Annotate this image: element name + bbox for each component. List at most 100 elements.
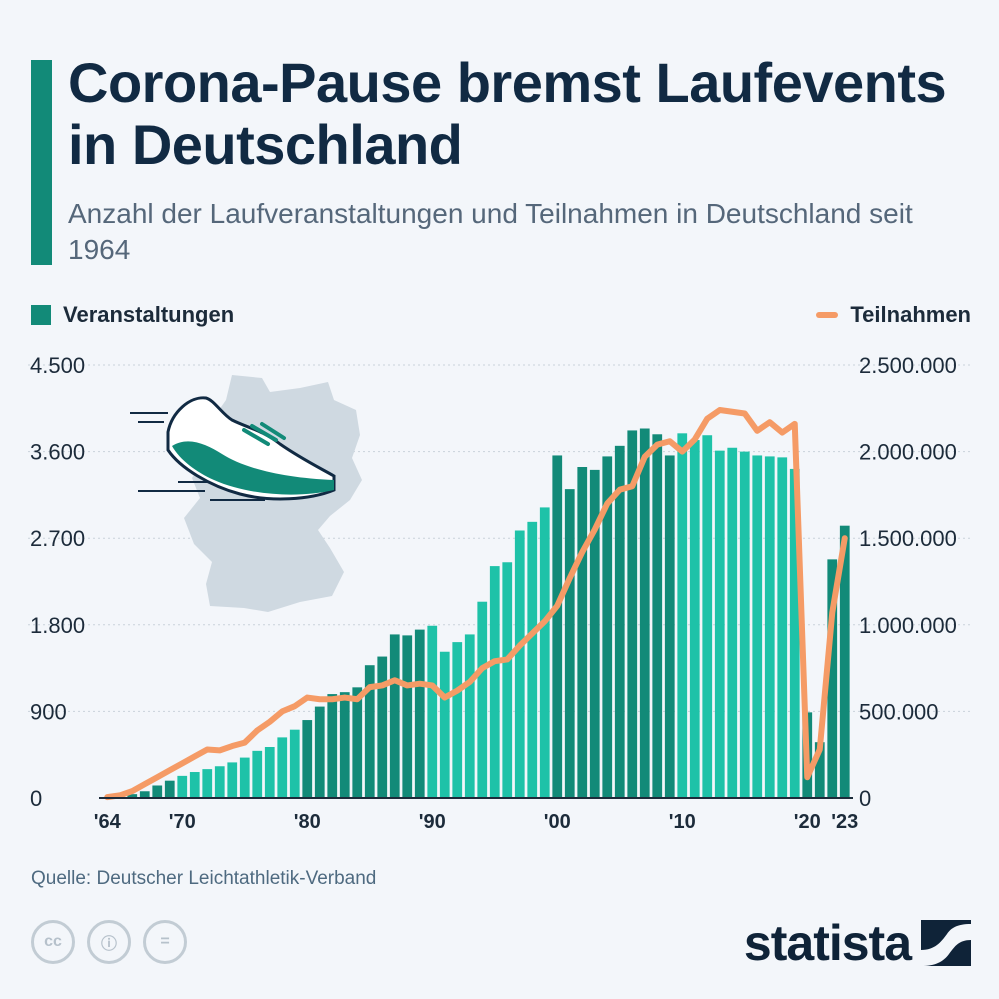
bar-veranstaltungen-2021 (814, 742, 825, 798)
bar-veranstaltungen-1990 (427, 625, 438, 798)
attribution-icon[interactable]: ⓘ (87, 920, 131, 964)
chart-title: Corona-Pause bremst Laufevents in Deutsc… (68, 51, 947, 176)
bar-veranstaltungen-2006 (627, 430, 638, 798)
bar-veranstaltungen-2005 (614, 445, 625, 798)
y-right-tick-label: 1.000.000 (859, 613, 957, 638)
bar-veranstaltungen-2019 (789, 468, 800, 798)
bar-veranstaltungen-2008 (652, 434, 663, 798)
y-right-tick-label: 0 (859, 786, 871, 811)
bar-veranstaltungen-1995 (489, 566, 500, 798)
x-tick-label: '70 (169, 811, 196, 833)
illustration (130, 375, 362, 612)
y-left-tick-label: 0 (30, 786, 42, 811)
y-left-tick-label: 4.500 (30, 353, 85, 378)
bar-veranstaltungen-1966 (127, 794, 138, 798)
bar-veranstaltungen-2017 (764, 456, 775, 798)
bar-veranstaltungen-1977 (264, 747, 275, 798)
bar-veranstaltungen-1975 (239, 757, 250, 798)
bar-veranstaltungen-1971 (189, 772, 200, 798)
bar-veranstaltungen-2016 (752, 455, 763, 798)
bar-veranstaltungen-1992 (452, 642, 463, 798)
bar-veranstaltungen-1989 (414, 629, 425, 798)
bar-veranstaltungen-1997 (514, 530, 525, 798)
bar-veranstaltungen-1979 (289, 729, 300, 798)
bar-veranstaltungen-2011 (689, 440, 700, 798)
bar-veranstaltungen-1974 (227, 762, 238, 798)
bar-veranstaltungen-2015 (739, 451, 750, 798)
bar-veranstaltungen-1994 (477, 601, 488, 798)
y-right-tick-label: 500.000 (859, 699, 939, 724)
bar-veranstaltungen-2000 (552, 455, 563, 798)
legend-bars: Veranstaltungen (31, 302, 234, 328)
bar-veranstaltungen-1978 (277, 737, 288, 798)
legend-bar-swatch (31, 305, 51, 325)
bar-veranstaltungen-2001 (564, 489, 575, 798)
line-series (104, 407, 848, 801)
bar-veranstaltungen-2009 (664, 455, 675, 798)
x-tick-label: '90 (419, 811, 446, 833)
y-left-tick-label: 2.700 (30, 526, 85, 551)
no-derivatives-icon[interactable]: = (143, 920, 187, 964)
y-left-tick-label: 3.600 (30, 440, 85, 465)
x-tick-label: '20 (794, 811, 821, 833)
bar-veranstaltungen-1980 (302, 720, 313, 798)
bar-veranstaltungen-2007 (639, 428, 650, 798)
bar-veranstaltungen-2012 (702, 435, 713, 798)
bar-veranstaltungen-1976 (252, 750, 263, 798)
bar-veranstaltungen-1993 (464, 634, 475, 798)
x-tick-label: '23 (831, 811, 858, 833)
bar-veranstaltungen-1973 (214, 766, 225, 798)
bar-veranstaltungen-2022 (827, 559, 838, 798)
legend-line-swatch (816, 312, 839, 318)
x-tick-label: '64 (94, 811, 122, 833)
bar-veranstaltungen-1968 (152, 785, 163, 798)
bar-veranstaltungen-2002 (577, 467, 588, 798)
running-shoe-icon (130, 396, 336, 501)
accent-bar (31, 60, 52, 265)
bar-veranstaltungen-1982 (327, 694, 338, 798)
statista-logo-icon (921, 920, 971, 966)
y-right-tick-label: 2.000.000 (859, 440, 957, 465)
bar-veranstaltungen-1981 (314, 706, 325, 798)
bars (102, 428, 850, 798)
bar-veranstaltungen-1983 (339, 692, 350, 798)
legend-bars-label: Veranstaltungen (63, 302, 235, 327)
x-tick-label: '10 (669, 811, 696, 833)
bar-veranstaltungen-1985 (364, 665, 375, 798)
bar-veranstaltungen-2023 (839, 525, 850, 798)
bar-veranstaltungen-1999 (539, 507, 550, 798)
bar-veranstaltungen-1970 (177, 775, 188, 798)
bar-veranstaltungen-2010 (677, 433, 688, 798)
brand-name: statista (743, 915, 912, 971)
bar-veranstaltungen-1967 (139, 791, 150, 798)
bar-veranstaltungen-1969 (164, 780, 175, 798)
line-teilnahmen (104, 407, 848, 801)
bar-veranstaltungen-1984 (352, 687, 363, 798)
y-right-tick-label: 2.500.000 (859, 353, 957, 378)
y-right-tick-label: 1.500.000 (859, 526, 957, 551)
combo-chart: 0 900 1.800 2.700 3.600 4.500 0 500.000 1.000.00… (28, 353, 970, 833)
bar-veranstaltungen-1991 (439, 651, 450, 798)
bar-veranstaltungen-2018 (777, 457, 788, 798)
legend-line: Teilnahmen (816, 302, 971, 328)
license-icons: cc ⓘ = (31, 920, 187, 964)
source-note: Quelle: Deutscher Leichtathletik-Verband (31, 868, 377, 889)
bar-veranstaltungen-2014 (727, 447, 738, 798)
bar-veranstaltungen-1998 (527, 521, 538, 798)
bar-veranstaltungen-1986 (377, 656, 388, 798)
cc-icon[interactable]: cc (31, 920, 75, 964)
y-left-tick-label: 900 (30, 699, 67, 724)
axes: 0 900 1.800 2.700 3.600 4.500 0 500.000 1.000.00… (30, 353, 957, 833)
bar-veranstaltungen-2013 (714, 450, 725, 798)
x-tick-label: '80 (294, 811, 321, 833)
bar-veranstaltungen-1972 (202, 769, 213, 798)
brand[interactable]: statista (744, 914, 971, 972)
bar-veranstaltungen-1996 (502, 562, 513, 798)
bar-veranstaltungen-2003 (589, 469, 600, 798)
bar-veranstaltungen-1988 (402, 635, 413, 798)
bar-veranstaltungen-2004 (602, 456, 613, 798)
legend-line-label: Teilnahmen (850, 302, 971, 327)
bar-veranstaltungen-1987 (389, 634, 400, 798)
y-left-tick-label: 1.800 (30, 613, 85, 638)
x-tick-label: '00 (544, 811, 571, 833)
